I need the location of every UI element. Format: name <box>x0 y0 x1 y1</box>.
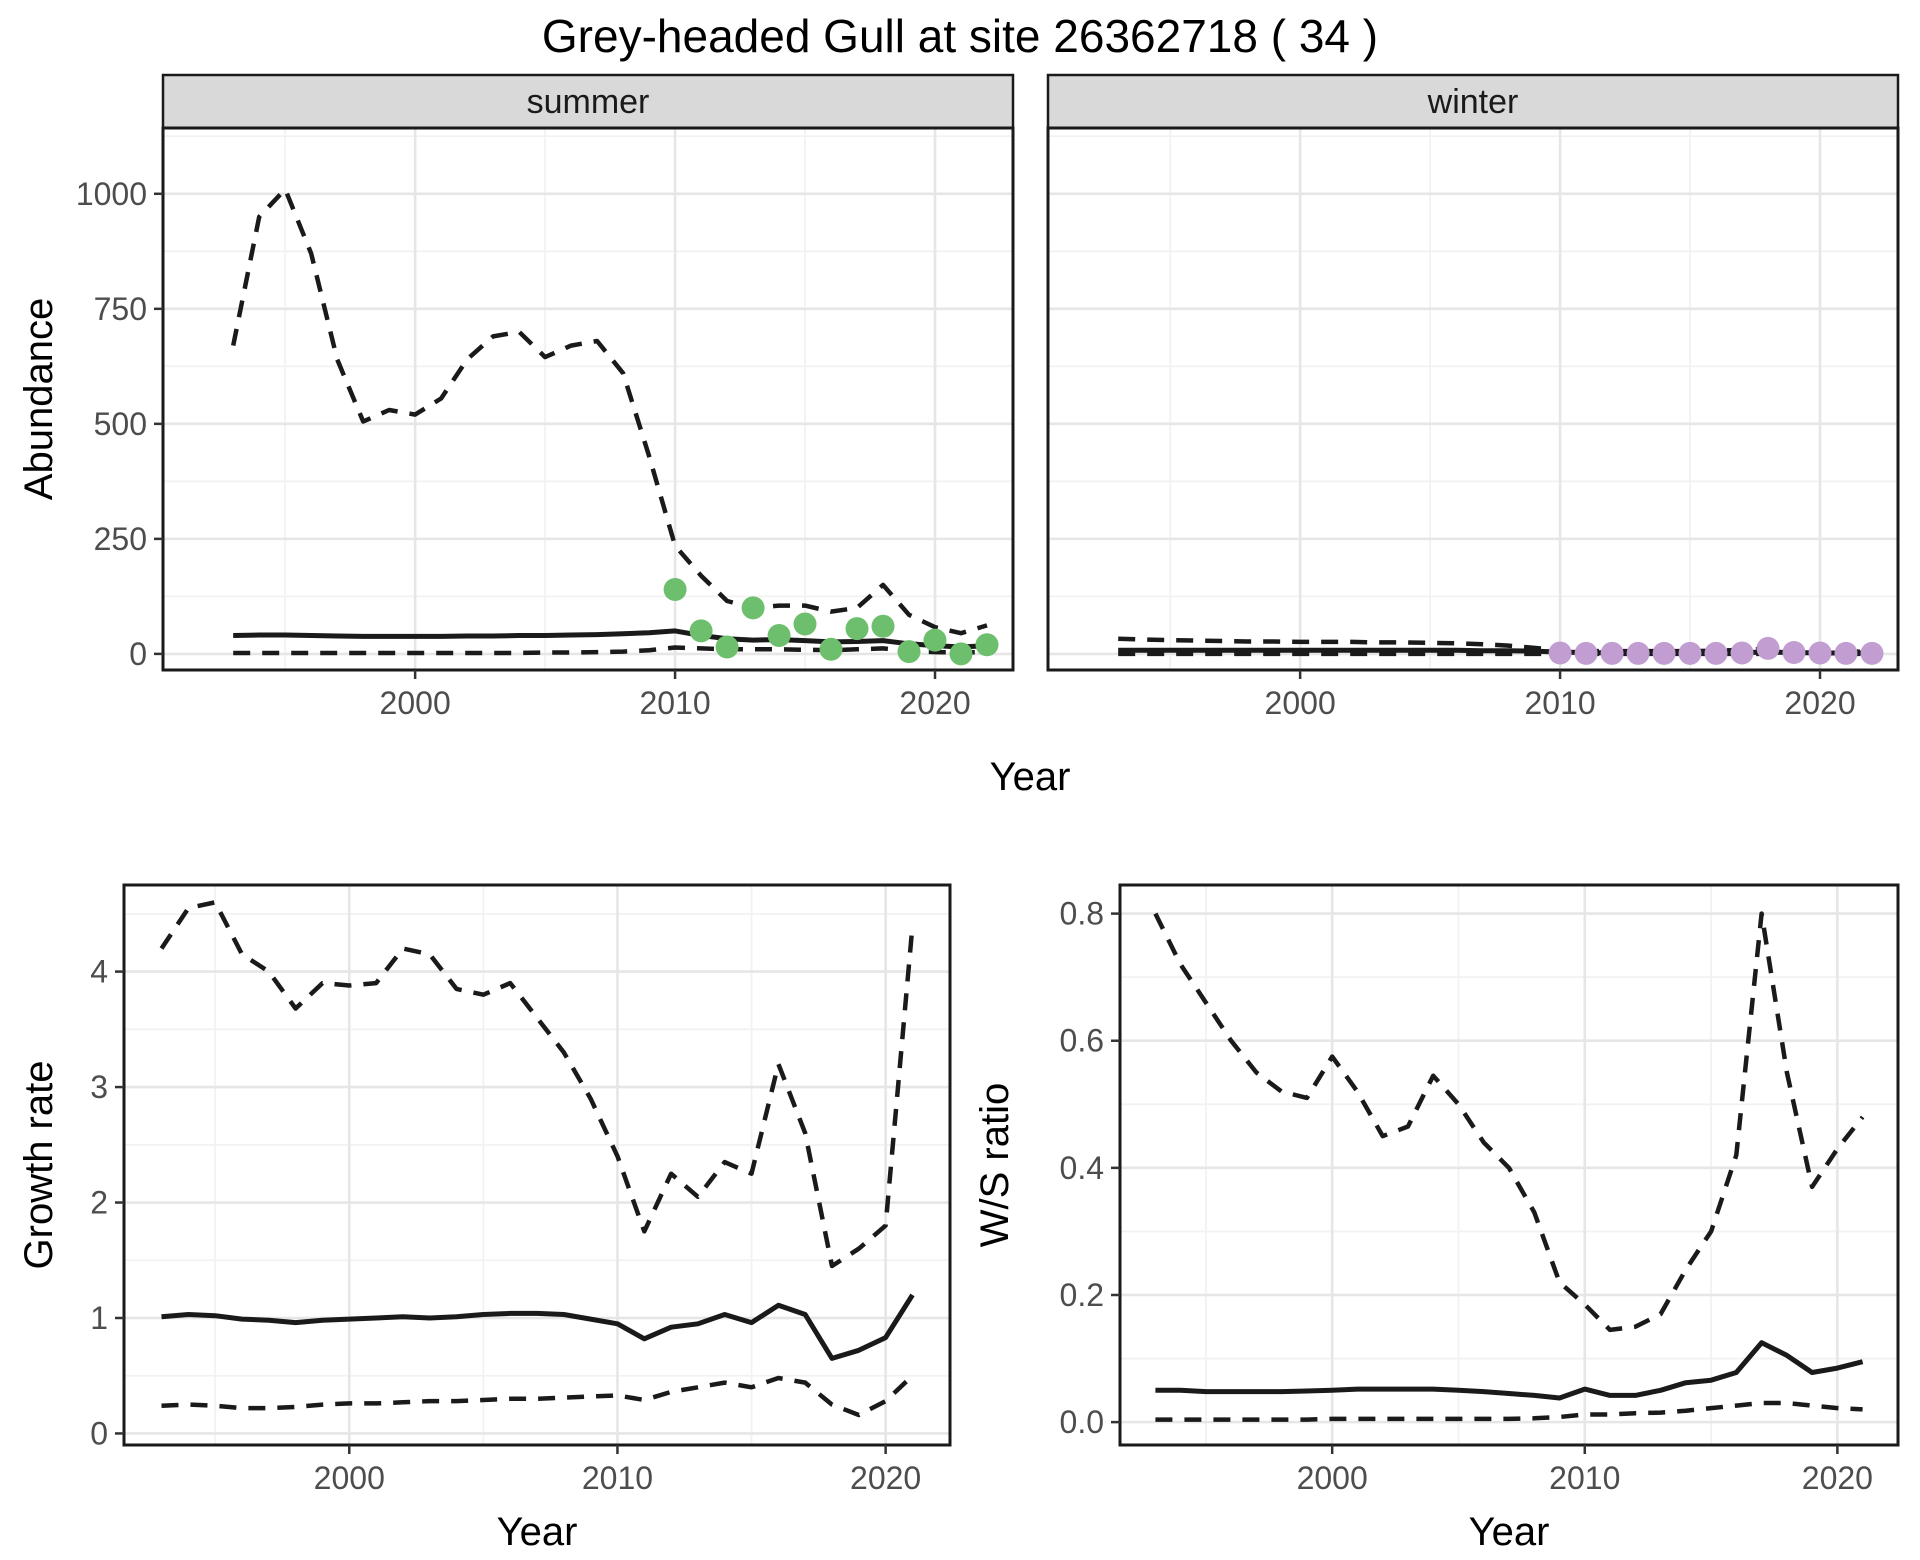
x-tick-label: 2020 <box>850 1460 921 1496</box>
data-point <box>663 578 687 601</box>
data-point <box>1756 636 1780 660</box>
data-point <box>1652 641 1676 665</box>
y-tick-label: 0 <box>129 636 147 672</box>
abundance-summer-upper-ci-line <box>230 186 988 636</box>
panel-abundance-summer: 2000 2010 2020 0 250 500 750 1000 <box>76 126 1015 721</box>
y-tick-label: 2 <box>90 1185 108 1221</box>
data-point <box>1730 641 1754 665</box>
growth-rate-upper-ci-line <box>159 900 915 1269</box>
data-point <box>923 628 947 652</box>
x-tick-label: 2020 <box>899 685 970 721</box>
y-tick-label: 500 <box>94 406 147 442</box>
facet-strip-winter-label: winter <box>1427 83 1519 121</box>
x-tick-label: 2000 <box>1297 1460 1368 1496</box>
panel-growth-rate: 2000 2010 2020 0 1 2 3 4 <box>90 883 952 1496</box>
growth-rate-mean-line <box>161 1293 915 1361</box>
facet-strip-winter <box>1046 73 1900 130</box>
y-tick-label: 1 <box>90 1300 108 1336</box>
abundance-winter-panel-border <box>1046 126 1900 672</box>
growth-rate-panel-border <box>122 883 952 1447</box>
y-tick-label: 4 <box>90 954 108 990</box>
data-point <box>845 617 869 641</box>
data-point <box>1574 641 1598 665</box>
y-tick-label: 0.6 <box>1060 1023 1104 1059</box>
y-tick-label: 0.8 <box>1060 896 1104 932</box>
y-tick-label: 3 <box>90 1069 108 1105</box>
y-tick-label: 1000 <box>76 176 147 212</box>
data-point <box>819 637 843 661</box>
x-axis-title-growth-rate: Year <box>497 1510 578 1554</box>
x-tick-label: 2010 <box>639 685 710 721</box>
x-tick-label: 2020 <box>1802 1460 1873 1496</box>
y-tick-label: 250 <box>94 521 147 557</box>
y-axis-title-growth-rate: Growth rate <box>17 1061 61 1270</box>
data-point <box>1704 641 1728 665</box>
y-tick-label: 0.2 <box>1060 1277 1104 1313</box>
data-point <box>949 642 973 666</box>
x-axis-title-top: Year <box>990 755 1071 799</box>
data-point <box>1782 641 1806 664</box>
data-point <box>897 640 921 664</box>
data-point <box>1548 641 1572 665</box>
data-point <box>1600 641 1624 665</box>
y-tick-label: 0.0 <box>1060 1404 1104 1440</box>
data-point <box>1626 641 1650 665</box>
growth-rate-lower-ci-line <box>161 1374 915 1418</box>
abundance-summer-mean-line <box>233 628 988 650</box>
data-point <box>767 624 791 647</box>
panel-abundance-winter: 2000 2010 2020 <box>1046 126 1900 721</box>
data-point <box>715 635 739 659</box>
x-tick-label: 2010 <box>1524 685 1595 721</box>
x-tick-label: 2000 <box>314 1460 385 1496</box>
data-point <box>1834 641 1858 665</box>
abundance-summer-observed-counts <box>663 578 999 666</box>
data-point <box>871 614 895 638</box>
ws-ratio-panel-border <box>1118 883 1900 1447</box>
y-tick-label: 0 <box>90 1415 108 1451</box>
data-point <box>793 612 817 636</box>
data-point <box>689 619 713 643</box>
facet-strip-summer-label: summer <box>527 83 650 121</box>
data-point <box>1860 641 1884 665</box>
x-tick-label: 2020 <box>1784 685 1855 721</box>
ws-ratio-mean-line <box>1155 1340 1864 1401</box>
x-tick-label: 2010 <box>582 1460 653 1496</box>
plot-title: Grey-headed Gull at site 26362718 ( 34 ) <box>542 10 1378 62</box>
data-point <box>1808 641 1832 665</box>
abundance-summer-lower-ci-line <box>233 645 988 656</box>
y-axis-title-abundance: Abundance <box>17 298 61 500</box>
facet-strip-summer <box>161 73 1015 130</box>
abundance-winter-observed-counts <box>1548 636 1884 665</box>
x-axis-title-ws-ratio: Year <box>1469 1510 1550 1554</box>
data-point <box>741 596 765 620</box>
panel-ws-ratio: 2000 2010 2020 0.0 0.2 0.4 0.6 0.8 <box>1060 883 1900 1496</box>
x-tick-label: 2000 <box>380 685 451 721</box>
y-tick-label: 0.4 <box>1060 1150 1104 1186</box>
x-tick-label: 2000 <box>1265 685 1336 721</box>
data-point <box>975 633 999 657</box>
y-axis-title-ws-ratio: W/S ratio <box>973 1083 1017 1247</box>
data-point <box>1678 641 1702 665</box>
y-tick-label: 750 <box>94 291 147 327</box>
abundance-summer-panel-border <box>161 126 1015 672</box>
x-tick-label: 2010 <box>1549 1460 1620 1496</box>
ws-ratio-upper-ci-line <box>1153 911 1865 1333</box>
abundance-winter-upper-ci-line <box>1118 636 1872 654</box>
ws-ratio-lower-ci-line <box>1155 1400 1863 1422</box>
